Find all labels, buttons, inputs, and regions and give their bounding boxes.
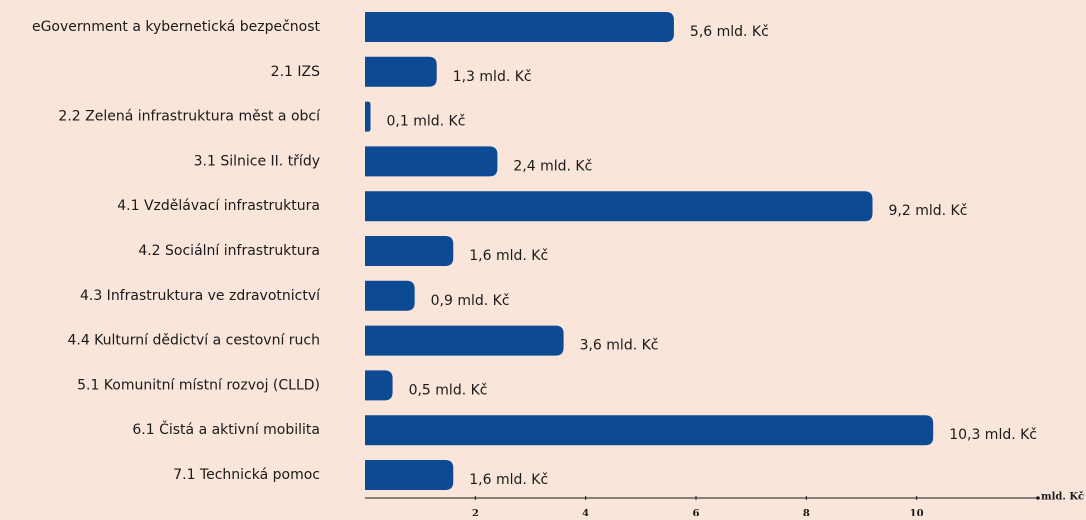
axis-end [1036, 496, 1040, 500]
value-label: 0,5 mld. Kč [409, 382, 488, 398]
bar [365, 415, 934, 446]
x-tick-label: 2 [472, 509, 479, 517]
bar [365, 370, 393, 401]
bar [365, 56, 437, 87]
bar [365, 280, 415, 311]
value-label: 5,6 mld. Kč [690, 24, 769, 40]
x-tick-label: 6 [692, 509, 699, 517]
y-tick-label: 6.1 Čistá a aktivní mobilita [132, 420, 320, 438]
value-label: 1,6 mld. Kč [469, 472, 548, 488]
x-tick-label: 4 [582, 509, 589, 517]
y-tick-label: 2.1 IZS [271, 64, 320, 80]
bar [365, 12, 674, 42]
value-label: 2,4 mld. Kč [513, 158, 592, 174]
value-label: 1,6 mld. Kč [469, 248, 548, 264]
x-axis-label: mld. Kč [1041, 492, 1084, 503]
bar [365, 146, 498, 177]
bar [365, 236, 454, 266]
value-label: 0,1 mld. Kč [387, 114, 466, 130]
y-tick-label: 4.4 Kulturní dědictví a cestovní ruch [67, 333, 320, 349]
x-tick-label: 8 [803, 509, 810, 517]
value-label: 10,3 mld. Kč [949, 427, 1037, 443]
bar [365, 101, 371, 132]
y-tick-label: 4.2 Sociální infrastruktura [138, 243, 320, 259]
y-tick-label: 3.1 Silnice II. třídy [194, 153, 320, 169]
y-tick-label: 5.1 Komunitní místní rozvoj (CLLD) [77, 377, 320, 393]
y-tick-label: 7.1 Technická pomoc [173, 467, 320, 483]
value-label: 9,2 mld. Kč [889, 203, 968, 219]
value-label: 0,9 mld. Kč [431, 293, 510, 309]
value-label: 3,6 mld. Kč [580, 338, 659, 354]
y-tick-label: 4.3 Infrastruktura ve zdravotnictví [80, 288, 321, 304]
bar [365, 191, 873, 222]
y-tick-label: 2.2 Zelená infrastruktura měst a obcí [58, 109, 321, 125]
bar [365, 325, 564, 356]
y-tick-label: 4.1 Vzdělávací infrastruktura [117, 198, 320, 214]
value-label: 1,3 mld. Kč [453, 69, 532, 85]
bar [365, 460, 454, 490]
y-tick-label: eGovernment a kybernetická bezpečnost [32, 19, 321, 35]
x-tick-label: 10 [910, 509, 924, 517]
